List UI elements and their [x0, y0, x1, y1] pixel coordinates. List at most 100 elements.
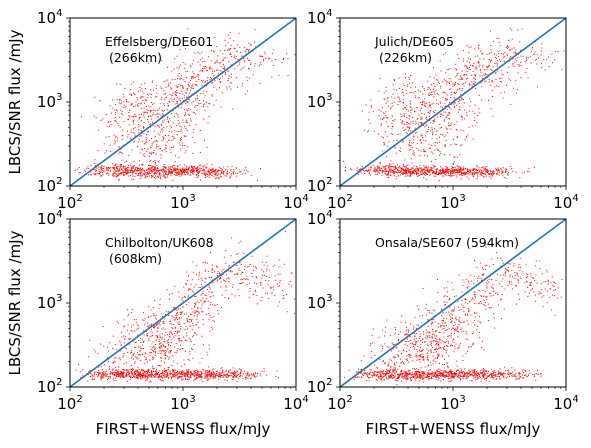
scatter-dot — [176, 331, 178, 333]
scatter-dot — [176, 378, 178, 380]
scatter-dot — [403, 173, 405, 175]
scatter-dot — [164, 334, 166, 336]
scatter-dot — [211, 328, 213, 330]
scatter-dot — [428, 171, 430, 173]
scatter-dot — [138, 118, 140, 120]
scatter-dot — [441, 133, 443, 135]
scatter-dot — [116, 174, 118, 176]
scatter-dot — [94, 351, 96, 353]
scatter-dot — [453, 170, 455, 172]
scatter-dot — [403, 113, 405, 115]
scatter-dot — [182, 371, 184, 373]
scatter-dot — [148, 324, 150, 326]
scatter-dot — [436, 174, 438, 176]
scatter-dot — [204, 60, 206, 62]
scatter-dot — [113, 379, 115, 381]
scatter-dot — [244, 377, 246, 379]
scatter-dot — [215, 177, 217, 179]
scatter-dot — [209, 288, 211, 290]
scatter-dot — [192, 152, 194, 154]
scatter-dot — [182, 300, 184, 302]
scatter-dot — [146, 99, 148, 101]
scatter-dot — [141, 347, 143, 349]
scatter-dot — [225, 285, 227, 287]
scatter-dot — [195, 84, 197, 86]
scatter-dot — [222, 376, 224, 378]
scatter-dot — [133, 178, 135, 180]
scatter-dot — [170, 169, 172, 171]
scatter-dot — [502, 53, 504, 55]
scatter-dot — [112, 368, 114, 370]
scatter-dot — [185, 171, 187, 173]
scatter-dot — [91, 374, 93, 376]
scatter-dot — [150, 351, 152, 353]
scatter-dot — [505, 168, 507, 170]
scatter-dot — [130, 138, 132, 140]
scatter-dot — [189, 313, 191, 315]
scatter-dot — [142, 164, 144, 166]
scatter-dot — [227, 298, 229, 300]
scatter-dot — [485, 66, 487, 68]
scatter-dot — [206, 175, 208, 177]
scatter-dot — [411, 172, 413, 174]
scatter-dot — [150, 116, 152, 118]
scatter-dot — [211, 175, 213, 177]
scatter-dot — [469, 98, 471, 100]
scatter-dot — [397, 96, 399, 98]
scatter-dot — [102, 172, 104, 174]
scatter-dot — [164, 375, 166, 377]
scatter-dot — [133, 354, 135, 356]
scatter-dot — [155, 318, 157, 320]
scatter-dot — [142, 347, 144, 349]
scatter-dot — [450, 170, 452, 172]
scatter-dot — [171, 70, 173, 72]
scatter-dot — [388, 167, 390, 169]
scatter-dot — [385, 168, 387, 170]
scatter-dot — [167, 116, 169, 118]
scatter-dot — [255, 275, 257, 277]
scatter-dot — [186, 318, 188, 320]
scatter-dot — [155, 113, 157, 115]
scatter-dot — [106, 126, 108, 128]
scatter-dot — [128, 371, 130, 373]
scatter-dot — [184, 174, 186, 176]
scatter-dot — [439, 101, 441, 103]
scatter-dot — [131, 149, 133, 151]
scatter-dot — [432, 91, 434, 93]
scatter-dot — [121, 139, 123, 141]
scatter-dot — [380, 110, 382, 112]
scatter-dot — [151, 81, 153, 83]
scatter-dot — [478, 44, 480, 46]
scatter-dot — [461, 70, 463, 72]
scatter-dot — [124, 107, 126, 109]
scatter-dot — [432, 173, 434, 175]
scatter-dot — [390, 163, 392, 165]
scatter-dot — [179, 330, 181, 332]
scatter-dot — [393, 120, 395, 122]
scatter-dot — [150, 118, 152, 120]
scatter-dot — [135, 115, 137, 117]
scatter-dot — [169, 320, 171, 322]
scatter-dot — [117, 168, 119, 170]
scatter-dot — [186, 370, 188, 372]
scatter-dot — [408, 123, 410, 125]
scatter-dot — [219, 272, 221, 274]
scatter-dot — [167, 105, 169, 107]
scatter-dot — [393, 173, 395, 175]
scatter-dot — [456, 121, 458, 123]
scatter-dot — [458, 171, 460, 173]
scatter-dot — [205, 278, 207, 280]
scatter-dot — [201, 373, 203, 375]
scatter-dot — [247, 371, 249, 373]
scatter-dot — [161, 115, 163, 117]
scatter-dot — [490, 173, 492, 175]
scatter-dot — [382, 170, 384, 172]
scatter-dot — [497, 56, 499, 58]
scatter-dot — [125, 172, 127, 174]
scatter-dot — [442, 170, 444, 172]
scatter-dot — [114, 371, 116, 373]
scatter-dot — [181, 172, 183, 174]
scatter-dot — [482, 77, 484, 79]
scatter-dot — [408, 115, 410, 117]
scatter-dot — [402, 108, 404, 110]
